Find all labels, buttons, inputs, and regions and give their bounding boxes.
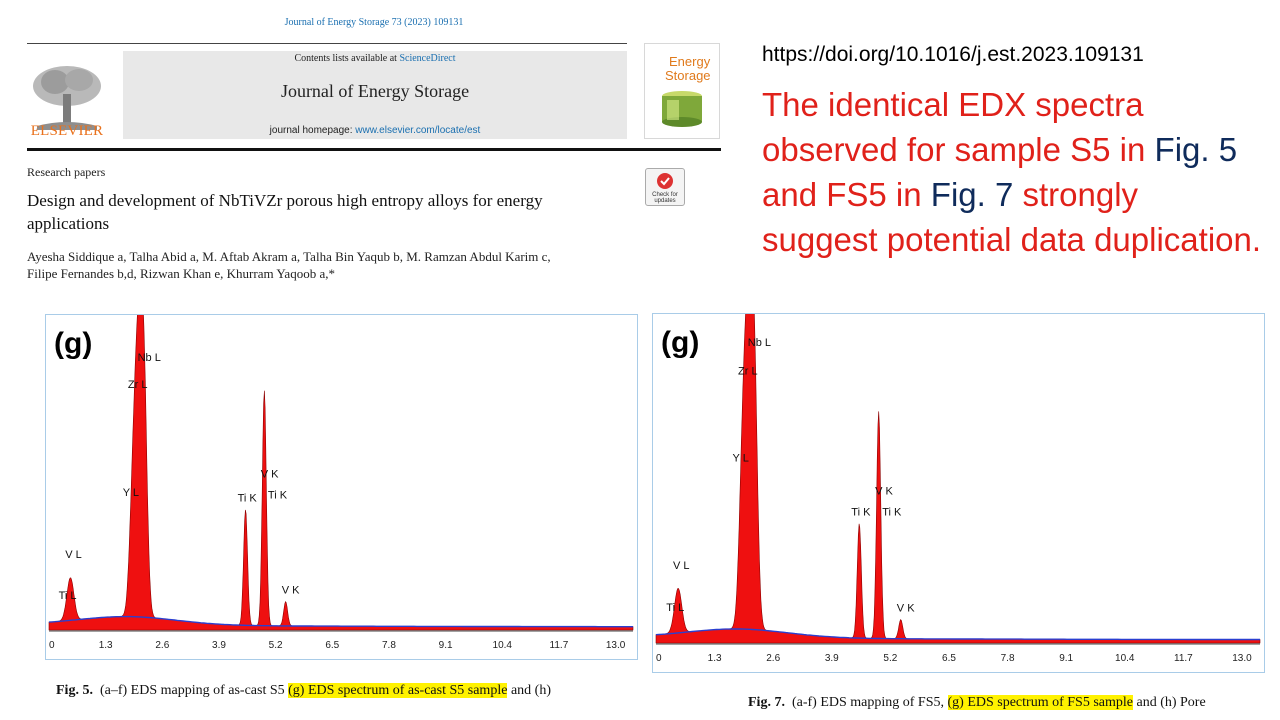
peak-label: Y L [123,487,139,499]
x-tick-label: 9.1 [1059,653,1073,664]
x-tick-label: 11.7 [1174,653,1193,664]
x-tick-label: 3.9 [825,653,839,664]
x-tick-label: 1.3 [99,640,113,651]
peak-label: Zr L [738,365,758,377]
homepage-prefix: journal homepage: [269,125,356,136]
x-tick-label: 10.4 [1115,653,1135,664]
x-tick-label: 0 [49,640,55,651]
header-thick-rule [27,148,721,151]
journal-cover-image: Energy Storage [644,43,720,139]
statement-part-2: and FS5 in [762,176,931,213]
elsevier-wordmark: ELSEVIER [30,123,104,139]
peak-label: Nb L [748,337,771,349]
journal-citation[interactable]: Journal of Energy Storage 73 (2023) 1091… [284,17,464,28]
x-tick-label: 10.4 [493,640,513,651]
x-tick-label: 13.0 [606,640,626,651]
check-updates-icon [657,173,673,189]
author-list-line-2: Filipe Fernandes b,d, Rizwan Khan e, Khu… [27,266,335,281]
doi-link[interactable]: https://doi.org/10.1016/j.est.2023.10913… [762,43,1144,66]
duplication-statement: The identical EDX spectra observed for s… [762,82,1262,262]
fig7-reference: Fig. 7 [930,176,1014,213]
spectrum-area [655,260,1261,644]
homepage-link[interactable]: www.elsevier.com/locate/est [355,125,481,136]
eds-spectrum-chart-s5: 0 1.3 2.6 3.9 5.2 6.5 7.8 9.1 10.4 11.7 13.0 Ti L V … [48,286,634,651]
x-tick-label: 9.1 [439,640,453,651]
peak-label: V K [897,603,915,615]
figure-5-label: Fig. 5. [56,683,93,698]
peak-label: Ti K [238,492,258,504]
x-tick-label: 13.0 [1232,653,1252,664]
peak-label: Ti L [666,602,684,614]
peak-label: Ti K [268,490,288,502]
article-title: Design and development of NbTiVZr porous… [27,191,543,233]
eds-spectrum-panel-s5: 0 1.3 2.6 3.9 5.2 6.5 7.8 9.1 10.4 11.7 13.0 Ti L V … [45,286,638,660]
panel-label: (g) [54,327,92,360]
article-type: Research papers [27,165,106,179]
peak-label: Y L [733,453,749,465]
journal-banner: Contents lists available at ScienceDirec… [123,51,627,139]
sciencedirect-link[interactable]: ScienceDirect [399,53,456,64]
figure-7-label: Fig. 7. [748,695,785,710]
statement-part-1: The identical EDX spectra observed for s… [762,86,1155,168]
figure-5-caption: Fig. 5. (a–f) EDS mapping of as-cast S5 … [56,683,551,699]
x-tick-label: 5.2 [883,653,897,664]
x-tick-label: 7.8 [382,640,396,651]
journal-name: Journal of Energy Storage [280,81,470,101]
statement-part-3: strongly suggest potential data duplicat… [762,176,1262,258]
contents-prefix: Contents lists available at [294,53,400,64]
cover-title-1: Energy [669,54,711,69]
elsevier-tree-logo [27,62,107,132]
x-tick-label: 2.6 [766,653,780,664]
eds-spectrum-chart-fs5: 0 1.3 2.6 3.9 5.2 6.5 7.8 9.1 10.4 11.7 13.0 Ti L V … [655,260,1261,664]
x-tick-label: 6.5 [942,653,956,664]
figure-7-caption-text: (a-f) EDS mapping of FS5, [791,695,948,710]
figure-5-caption-text: (a–f) EDS mapping of as-cast S5 [99,683,289,698]
peak-label: Ti L [59,590,77,602]
spectrum-area [48,286,634,631]
background-fit-line [48,615,633,628]
figure-5-caption-tail: and (h) [507,683,551,698]
peak-label: V L [673,560,690,572]
peak-label: V L [65,549,82,561]
x-tick-label: 2.6 [155,640,169,651]
peak-label: V K [261,469,279,481]
homepage-line: journal homepage: www.elsevier.com/locat… [123,125,627,136]
figure-7-caption: Fig. 7. (a-f) EDS mapping of FS5, (g) ED… [748,695,1206,711]
peak-label: Ti K [851,506,871,518]
x-tick-label: 7.8 [1001,653,1015,664]
eds-spectrum-panel-fs5: 0 1.3 2.6 3.9 5.2 6.5 7.8 9.1 10.4 11.7 13.0 Ti L V … [652,260,1265,673]
figure-7-highlighted-text: (g) EDS spectrum of FS5 sample [947,695,1133,710]
panel-label: (g) [661,326,699,359]
fig5-reference: Fig. 5 [1154,131,1238,168]
cover-art: Energy Storage [645,44,719,138]
figure-7-caption-tail: and (h) Pore [1132,695,1206,710]
check-for-updates-badge[interactable]: Check for updates [645,168,685,206]
peak-label: V K [282,585,300,597]
header-divider [27,43,627,44]
x-tick-label: 0 [656,653,662,664]
x-tick-label: 5.2 [269,640,283,651]
contents-line: Contents lists available at ScienceDirec… [123,53,627,64]
background-fit-line [655,628,1260,641]
x-tick-label: 3.9 [212,640,226,651]
peak-label: Zr L [128,379,148,391]
peak-label: Nb L [138,352,161,364]
cover-title-2: Storage [665,68,711,83]
x-tick-label: 11.7 [550,640,569,651]
x-tick-label: 1.3 [708,653,722,664]
x-tick-label: 6.5 [325,640,339,651]
peak-label: Ti K [882,507,902,519]
peak-label: V K [875,486,893,498]
check-updates-label: Check for updates [652,192,678,204]
author-list-line-1: Ayesha Siddique a, Talha Abid a, M. Afta… [27,249,551,264]
figure-5-highlighted-text: (g) EDS spectrum of as-cast S5 sample [288,683,508,698]
